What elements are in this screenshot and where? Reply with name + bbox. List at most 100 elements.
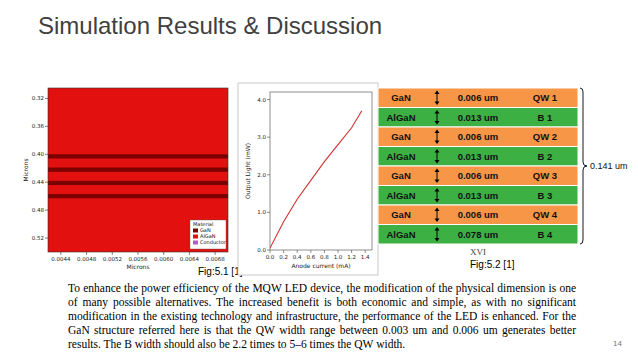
page-number: 14 <box>613 339 622 348</box>
y-tick <box>267 137 270 138</box>
layer-label: B 4 <box>538 229 554 240</box>
y-tick-label: 3.0 <box>257 134 266 140</box>
legend-swatch <box>193 229 198 233</box>
x-tick <box>215 252 216 255</box>
structure-plot: 0.320.360.400.440.480.520.00440.00480.00… <box>22 88 228 270</box>
brace <box>580 88 587 244</box>
x-tick <box>338 250 339 253</box>
y-axis-title: Microns <box>22 158 29 181</box>
x-tick-label: 0.6 <box>306 254 315 260</box>
data-line <box>270 111 362 248</box>
quantum-well <box>48 181 228 185</box>
arrow-head <box>435 238 440 242</box>
thickness-arrow <box>437 151 438 162</box>
x-tick <box>112 252 113 255</box>
layer-material: AlGaN <box>386 151 415 162</box>
arrow-head <box>435 227 440 231</box>
x-tick <box>310 250 311 253</box>
arrow-head <box>435 160 440 164</box>
layer-row <box>378 225 578 245</box>
y-tick <box>45 182 48 183</box>
layer-material: GaN <box>391 170 411 181</box>
layer-label: QW 3 <box>533 170 557 181</box>
legend-box <box>190 220 226 249</box>
x-tick <box>297 250 298 253</box>
y-tick-label: 0.0 <box>257 247 266 253</box>
y-tick <box>267 99 270 100</box>
total-thickness: 0.141 um <box>590 161 628 171</box>
layer-material: AlGaN <box>386 112 415 123</box>
x-tick <box>270 250 271 253</box>
layer-label: B 3 <box>538 190 553 201</box>
y-tick <box>45 154 48 155</box>
layer-thickness: 0.006 um <box>458 170 499 181</box>
x-tick-label: 0.0056 <box>128 256 148 262</box>
layer-row <box>378 166 578 186</box>
arrow-head <box>435 149 440 153</box>
plot-frame <box>270 92 372 250</box>
y-tick-label: 0.32 <box>32 95 44 101</box>
arrow-head <box>435 130 440 134</box>
y-tick <box>267 250 270 251</box>
x-tick-label: 0.0064 <box>180 256 200 262</box>
arrow-head <box>435 208 440 212</box>
x-tick-label: 1.0 <box>334 254 343 260</box>
x-axis-title: Microns <box>126 263 149 270</box>
x-tick-label: 0.0052 <box>103 256 122 262</box>
arrow-head <box>435 110 440 114</box>
body-text: To enhance the power efficiency of the M… <box>68 281 576 351</box>
wells <box>48 154 228 198</box>
layer-thickness: 0.013 um <box>458 112 499 123</box>
x-tick <box>163 252 164 255</box>
plot-frame <box>48 88 228 252</box>
layer-row <box>378 186 578 206</box>
x-tick-label: 0.2 <box>279 254 288 260</box>
x-axis-title: Anode current (mA) <box>291 262 350 269</box>
y-tick-label: 0.48 <box>32 207 45 213</box>
thickness-arrow <box>437 112 438 123</box>
arrow-head <box>435 188 440 192</box>
x-tick <box>365 250 366 253</box>
y-tick <box>45 98 48 99</box>
arrow-head <box>435 91 440 95</box>
layer-thickness: 0.078 um <box>458 229 499 240</box>
thickness-arrow <box>437 171 438 182</box>
x-tick-label: 0.8 <box>320 254 329 260</box>
y-tick <box>45 210 48 211</box>
y-tick-label: 0.52 <box>32 235 44 241</box>
x-tick-label: 0.0044 <box>51 256 71 262</box>
layer-thickness: 0.006 um <box>458 92 499 103</box>
x-tick <box>189 252 190 255</box>
layer-material: GaN <box>391 209 411 220</box>
y-tick <box>45 238 48 239</box>
layer-material: AlGaN <box>386 190 415 201</box>
layer-thickness: 0.013 um <box>458 151 499 162</box>
x-tick-label: 0.0060 <box>154 256 174 262</box>
thickness-arrow <box>437 93 438 104</box>
legend-swatch <box>193 235 198 239</box>
legend-swatch <box>193 241 198 245</box>
x-tick-label: 1.4 <box>361 254 370 260</box>
y-tick-label: 4.0 <box>257 97 266 103</box>
y-tick-label: 0.40 <box>32 151 45 157</box>
arrow-head <box>435 199 440 203</box>
thickness-arrow <box>437 210 438 221</box>
layer-label: QW 2 <box>533 131 557 142</box>
quantum-well <box>48 194 228 198</box>
x-tick <box>324 250 325 253</box>
thickness-arrow <box>437 229 438 240</box>
layer-thickness: 0.013 um <box>458 190 499 201</box>
figure-caption: Fig:5.2 [1] <box>470 259 515 270</box>
layer-row <box>378 88 578 108</box>
layer-material: GaN <box>391 92 411 103</box>
y-tick-label: 2.0 <box>257 172 266 178</box>
layer-label: QW 4 <box>533 209 558 220</box>
figure-caption: Fig:5.1 [1] <box>198 266 243 277</box>
x-tick-label: 0.0 <box>266 254 275 260</box>
x-tick <box>283 250 284 253</box>
quantum-well <box>48 154 228 158</box>
layer-thickness: 0.006 um <box>458 131 499 142</box>
layer-row <box>378 147 578 167</box>
layer-material: AlGaN <box>386 229 415 240</box>
arrow-head <box>435 102 440 106</box>
